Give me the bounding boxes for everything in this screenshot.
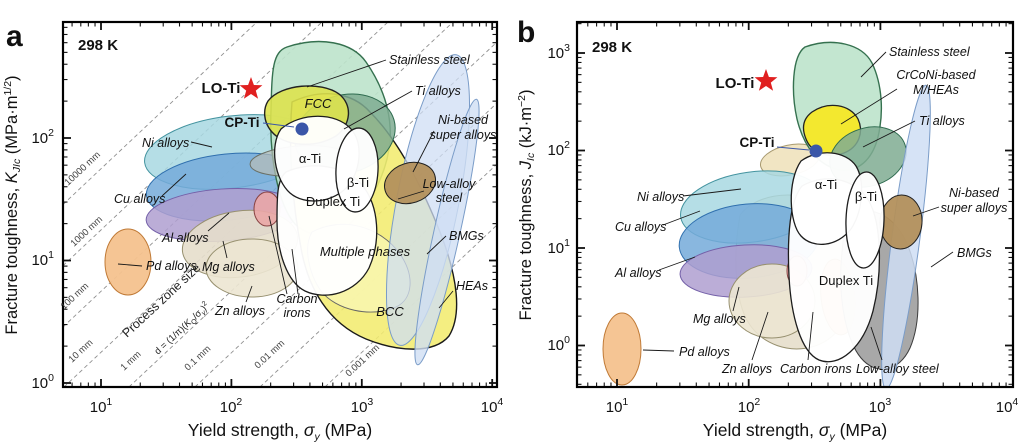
region-beta-ti-a [335,127,379,213]
label-bcc-a: BCC [376,304,404,319]
label-ni-based-2-b: super alloys [941,201,1008,215]
lo-ti-star-a [239,77,263,99]
x-axis-label-a: Yield strength, σy (MPa) [188,420,372,443]
label-low-alloy-2-a: steel [436,191,464,205]
label-ti-alloys-b: Ti alloys [919,114,965,128]
region-labels-a: Stainless steel Ti alloys Ni-based super… [114,53,496,320]
panel-letter-b: b [517,16,535,49]
label-fcc-a: FCC [305,96,332,111]
x-tick-b-10e1: 101 [606,396,629,416]
cp-ti-point-b [809,144,823,158]
label-low-alloy-steel-b: Low-alloy steel [856,362,940,376]
label-alpha-ti-b: α-Ti [815,177,837,192]
label-crconi-1-b: CrCoNi-based [896,68,976,82]
region-beta-ti-b [845,171,885,269]
label-pd-alloys-a: Pd alloys [146,259,197,273]
label-mg-alloys-a: Mg alloys [202,260,255,274]
region-labels-b: Stainless steel CrCoNi-based M/HEAs Ti a… [614,45,1007,376]
y-tick-a-10e1: 101 [31,249,54,269]
label-low-alloy-1-a: Low-alloy [423,177,477,191]
isoline-label-0.1mm: 0.1 mm [183,343,214,373]
regions-a [104,40,480,366]
label-beta-ti-a: β-Ti [347,175,369,190]
label-mg-alloys-b: Mg alloys [693,312,746,326]
y-tick-b-10e0: 100 [547,334,570,354]
y-tick-a-10e0: 100 [31,372,54,392]
y-axis-a: 100 101 102 Fracture toughness, KJIc (MP… [2,75,54,392]
region-bmgs-a [414,98,480,366]
x-tick-a-10e4: 104 [481,396,504,416]
region-ni-based-super-alloys-a [384,161,436,205]
label-stainless-steel-b: Stainless steel [889,45,971,59]
label-crconi-2-b: M/HEAs [913,83,959,97]
y-tick-b-10e1: 101 [547,237,570,257]
label-ni-based-2-a: super alloys [430,128,497,142]
label-beta-ti-b: β-Ti [855,189,877,204]
label-carbon-irons-b: Carbon irons [780,362,852,376]
x-tick-a-10e1: 101 [90,396,113,416]
label-ni-based-1-b: Ni-based [949,186,1000,200]
temperature-label-b: 298 K [592,39,632,56]
region-pd-alloys-b [602,312,642,386]
y-axis-b: 100 101 102 103 Fracture toughness, JIc … [516,42,570,354]
label-ni-based-1-a: Ni-based [438,113,489,127]
label-heas-a: HEAs [456,279,488,293]
label-bmgs-a: BMGs [449,229,484,243]
leader-lines-a [117,59,454,309]
label-zn-alloys-b: Zn alloys [721,362,772,376]
x-tick-b-10e4: 104 [996,396,1019,416]
label-ti-alloys-a: Ti alloys [415,84,461,98]
label-carbon-irons-1-a: Carbon [277,292,318,306]
panel-letter-a: a [6,20,23,53]
isoline-label-0.001mm: 0.001 mm [344,342,382,379]
x-axis-b: 101 102 103 104 Yield strength, σy (MPa) [606,396,1019,443]
region-carbon-irons-a [253,191,281,227]
label-carbon-irons-2-a: irons [283,306,310,320]
isoline-label-10000mm: 10000 mm [63,149,103,188]
label-al-alloys-a: Al alloys [161,231,209,245]
region-pd-alloys-a [104,228,152,296]
cp-ti-label-b: CP-Ti [739,135,774,150]
panel-b: b [516,16,1018,443]
label-duplex-ti-b: Duplex Ti [819,273,873,288]
label-al-alloys-b: Al alloys [614,266,662,280]
label-alpha-ti-a: α-Ti [299,151,321,166]
x-tick-b-10e3: 103 [869,396,892,416]
lo-ti-star-b [754,69,778,91]
panel-a: a [2,20,503,443]
label-cu-alloys-a: Cu alloys [114,192,165,206]
y-tick-b-10e3: 103 [547,42,570,62]
lo-ti-label-b: LO-Ti [716,75,755,92]
y-axis-label-b: Fracture toughness, JIc (kJ·m−2) [516,89,537,320]
cp-ti-label-a: CP-Ti [224,115,259,130]
label-pd-alloys-b: Pd alloys [679,345,730,359]
plot-frame-b [575,20,1015,389]
label-ni-alloys-a: Ni alloys [142,136,189,150]
label-cu-alloys-b: Cu alloys [615,220,666,234]
isoline-label-10mm: 10 mm [67,337,96,365]
plot-frame-a [61,20,499,389]
x-tick-a-10e2: 102 [220,396,243,416]
isoline-label-1mm: 1 mm [119,349,144,373]
y-tick-b-10e2: 102 [547,139,570,159]
label-duplex-ti-a: Duplex Ti [306,194,360,209]
cp-ti-point-a [295,122,309,136]
x-tick-b-10e2: 102 [738,396,761,416]
leader-lines-b [642,51,954,361]
temperature-label-a: 298 K [78,37,118,54]
lo-ti-label-a: LO-Ti [202,80,241,97]
regions-b [602,41,931,387]
label-zn-alloys-a: Zn alloys [214,304,265,318]
x-tick-a-10e3: 103 [351,396,374,416]
label-ni-alloys-b: Ni alloys [637,190,684,204]
x-axis-label-b: Yield strength, σy (MPa) [703,420,887,443]
label-multiple-phases-a: Multiple phases [320,244,411,259]
x-axis-a: 101 102 103 104 Yield strength, σy (MPa) [90,396,504,443]
y-tick-a-10e2: 102 [31,127,54,147]
label-stainless-steel-a: Stainless steel [389,53,471,67]
label-bmgs-b: BMGs [957,246,992,260]
y-axis-label-a: Fracture toughness, KJIc (MPa·m1/2) [2,75,23,334]
